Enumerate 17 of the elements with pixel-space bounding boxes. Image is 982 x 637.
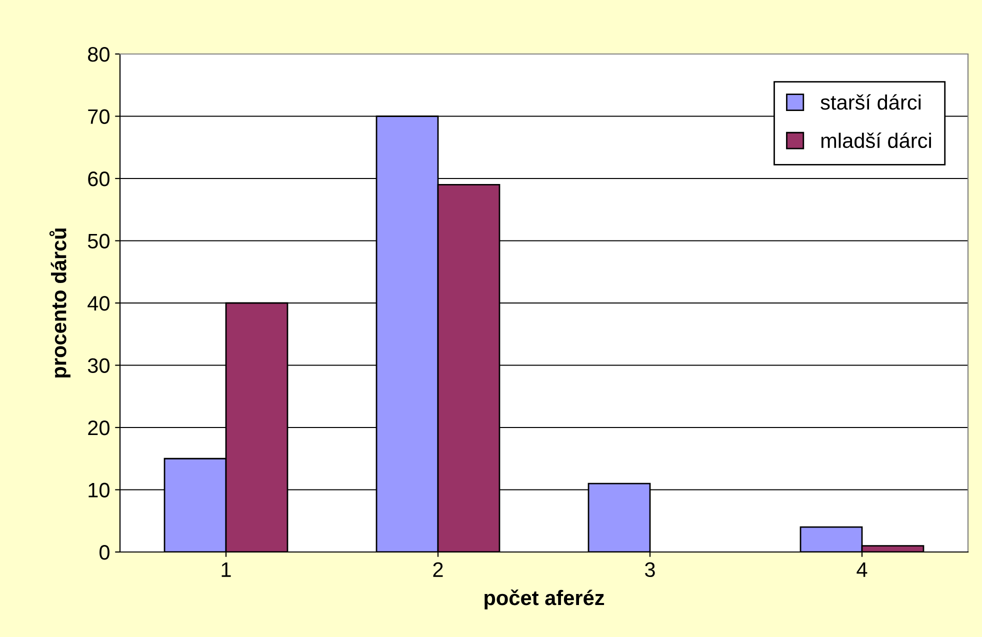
y-tick-label: 20 bbox=[88, 420, 110, 436]
x-tick-label: 4 bbox=[856, 562, 868, 577]
y-tick-label: 30 bbox=[88, 358, 110, 374]
y-tick-label: 80 bbox=[88, 47, 110, 62]
y-tick-label: 50 bbox=[88, 234, 110, 249]
y-tick-label: 40 bbox=[88, 296, 110, 311]
y-tick-label: 10 bbox=[88, 482, 110, 498]
legend-label: mladší dárci bbox=[821, 132, 931, 148]
x-tick-label: 3 bbox=[645, 562, 655, 578]
legend-label: starší dárci bbox=[820, 94, 921, 110]
y-axis-title: procento dárců bbox=[49, 228, 70, 378]
y-tick-label: 70 bbox=[88, 109, 110, 124]
y-tick-label: 60 bbox=[88, 172, 110, 186]
x-tick-label: 1 bbox=[222, 562, 231, 577]
x-tick-label: 2 bbox=[433, 562, 443, 577]
y-tick-label: 0 bbox=[100, 545, 110, 560]
x-axis-title: počet aferéz bbox=[484, 589, 604, 610]
